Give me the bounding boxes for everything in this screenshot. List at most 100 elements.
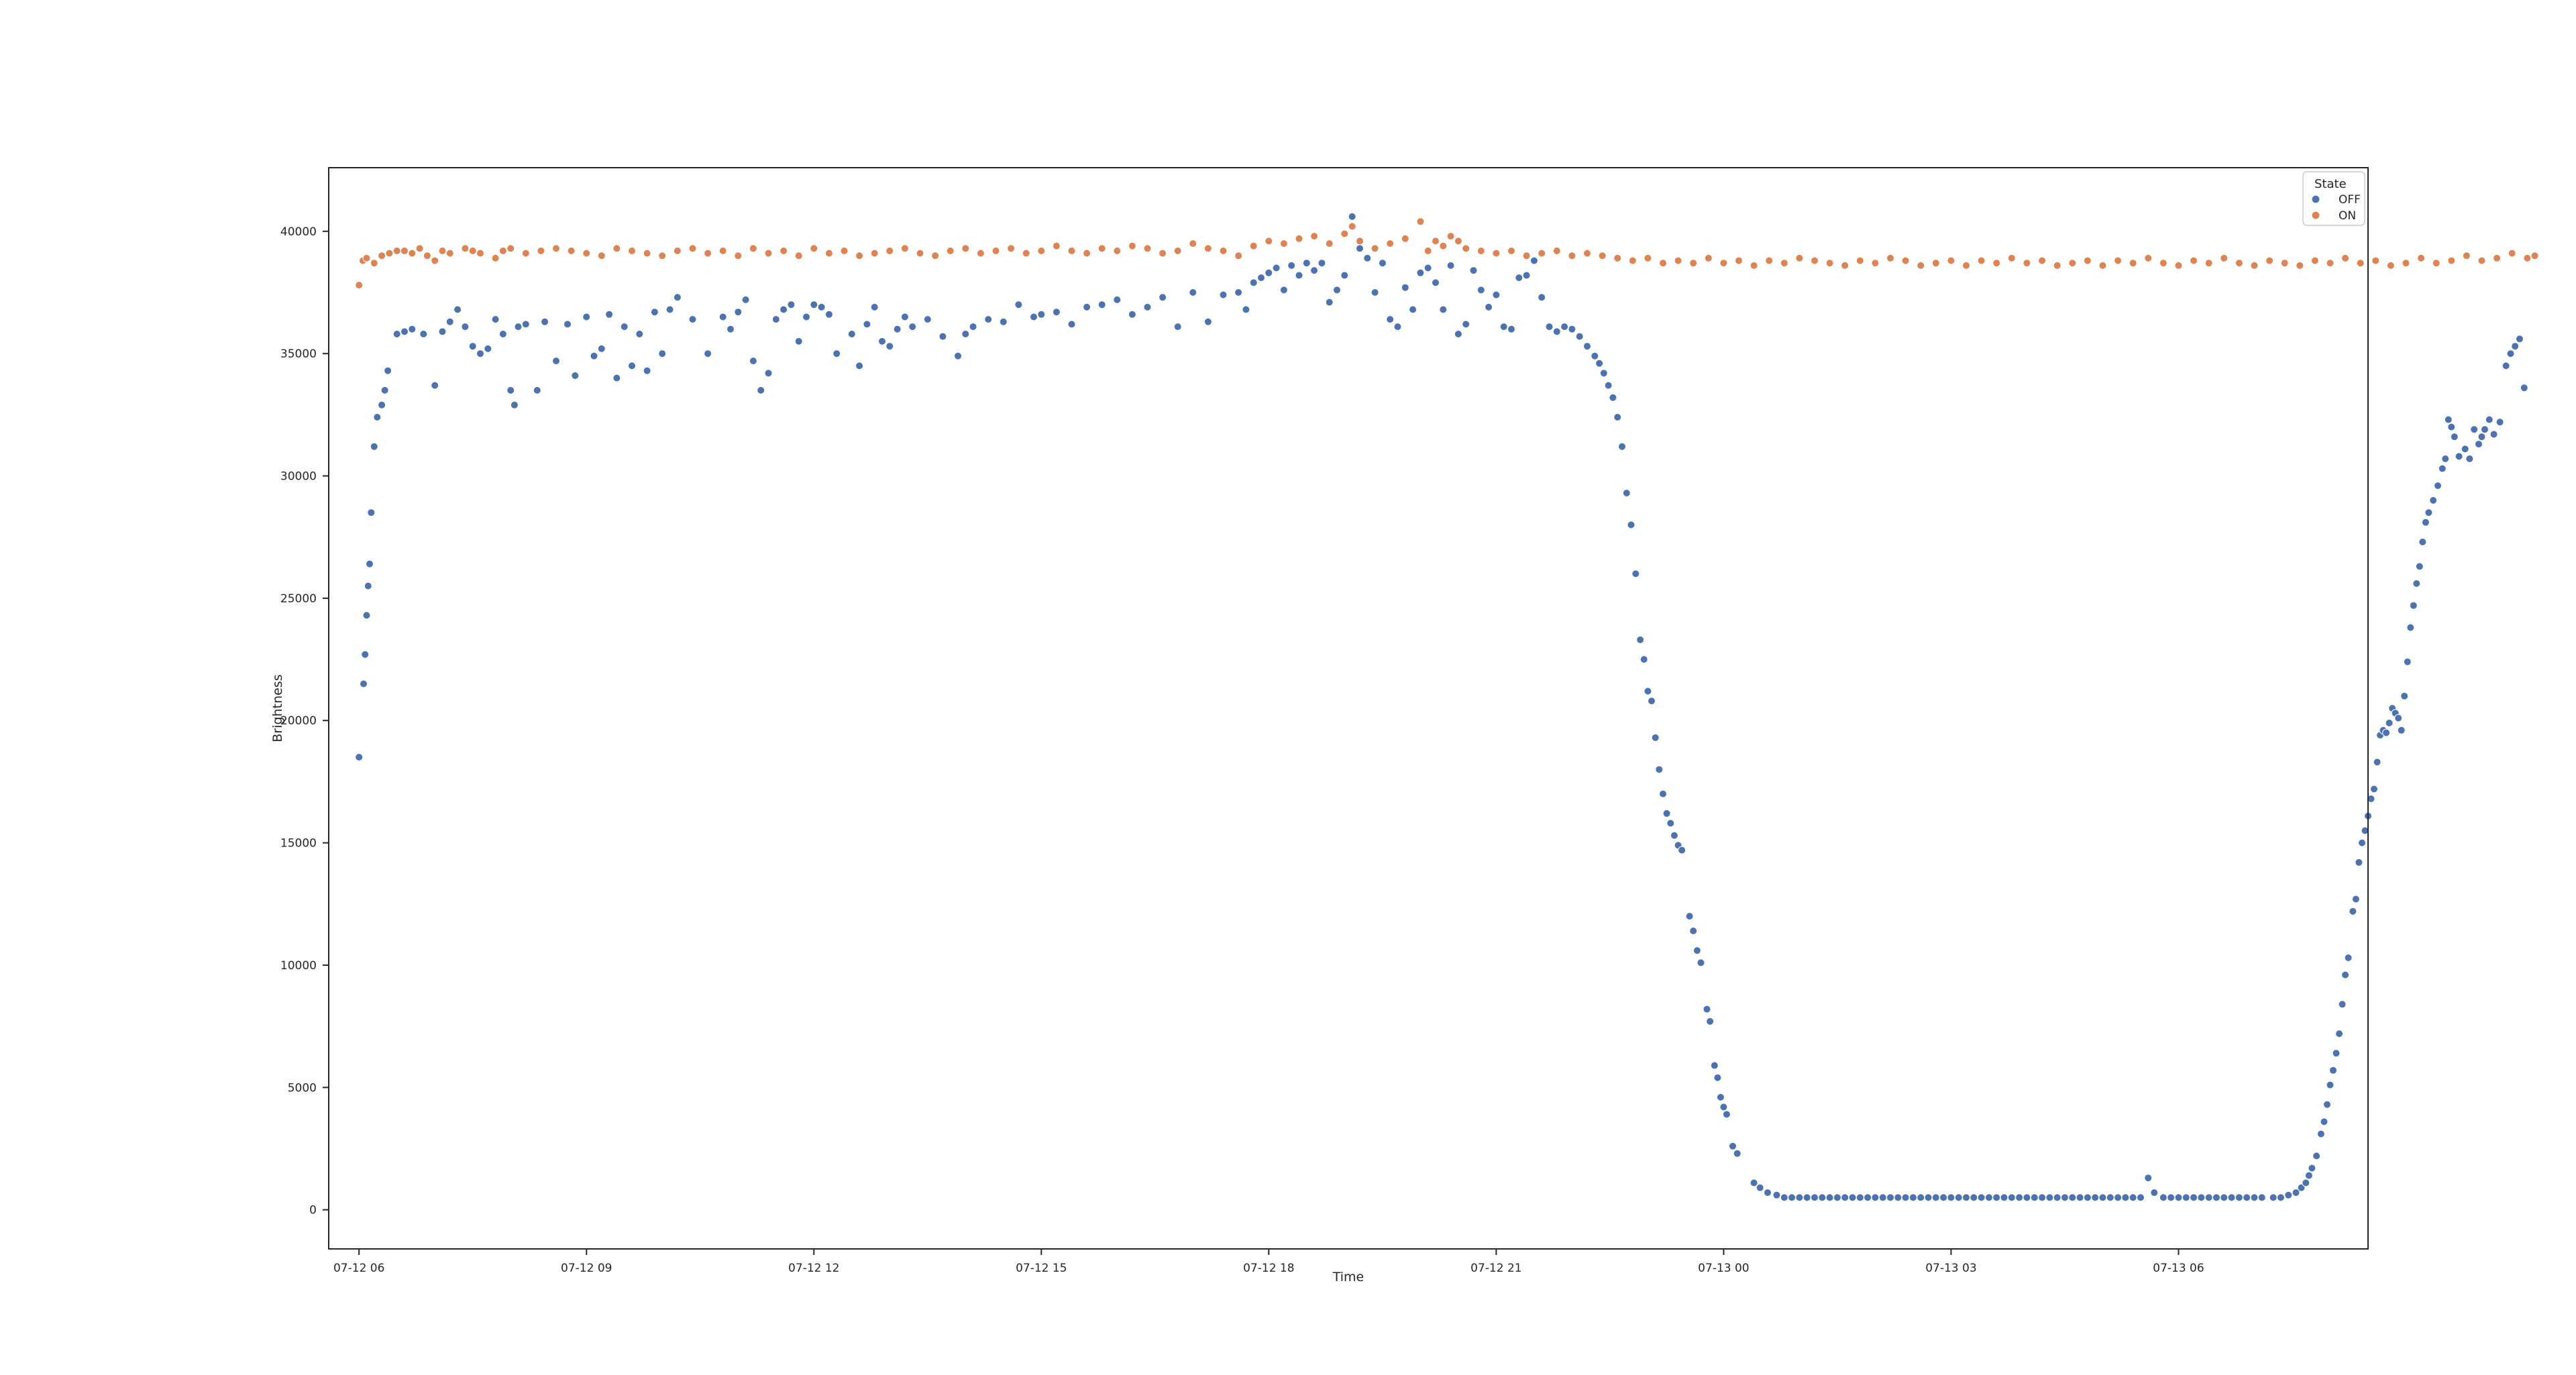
point-off-180 xyxy=(1756,1183,1764,1192)
point-on-138 xyxy=(2250,261,2259,270)
point-on-70 xyxy=(1279,239,1288,248)
point-off-86 xyxy=(1067,320,1076,329)
point-on-106 xyxy=(1765,256,1774,265)
point-off-302 xyxy=(2470,425,2479,434)
point-off-98 xyxy=(1242,305,1250,314)
point-off-175 xyxy=(1719,1103,1728,1111)
point-off-18 xyxy=(445,317,454,326)
point-off-312 xyxy=(2516,335,2524,343)
point-on-142 xyxy=(2310,256,2319,265)
point-on-28 xyxy=(643,249,651,258)
point-on-96 xyxy=(1613,254,1622,262)
point-off-304 xyxy=(2477,433,2486,441)
point-on-105 xyxy=(1750,261,1758,270)
point-off-297 xyxy=(2447,423,2456,431)
point-off-246 xyxy=(2257,1193,2266,1202)
point-on-140 xyxy=(2280,259,2289,268)
point-off-306 xyxy=(2485,415,2493,424)
point-off-54 xyxy=(749,357,757,366)
point-off-171 xyxy=(1706,1017,1715,1026)
point-off-298 xyxy=(2450,433,2459,441)
point-off-6 xyxy=(367,508,376,517)
point-on-46 xyxy=(916,249,924,258)
point-off-118 xyxy=(1393,323,1402,331)
point-off-97 xyxy=(1234,288,1243,296)
point-off-202 xyxy=(1924,1193,1933,1202)
point-off-38 xyxy=(605,310,614,319)
point-off-244 xyxy=(2243,1193,2251,1202)
point-on-37 xyxy=(780,247,788,255)
point-off-123 xyxy=(1432,278,1440,287)
point-on-112 xyxy=(1856,256,1864,265)
point-off-5 xyxy=(366,559,374,568)
point-off-108 xyxy=(1318,259,1326,268)
point-off-203 xyxy=(1931,1193,1940,1202)
y-tick-label-8: 40000 xyxy=(280,225,317,239)
point-on-52 xyxy=(1007,244,1016,253)
point-off-241 xyxy=(2220,1193,2229,1202)
point-off-218 xyxy=(2045,1193,2054,1202)
point-off-195 xyxy=(1871,1193,1880,1202)
point-on-44 xyxy=(885,247,894,255)
point-off-145 xyxy=(1595,359,1604,368)
y-axis-ticks: 0 5000 10000 15000 20000 25000 30000 35000 40000 xyxy=(280,225,329,1217)
point-off-147 xyxy=(1604,381,1613,390)
x-tick-label-8: 07-13 06 xyxy=(2153,1262,2204,1275)
point-off-264 xyxy=(2341,971,2350,979)
point-off-232 xyxy=(2150,1189,2159,1197)
point-off-48 xyxy=(688,315,697,324)
y-tick-label-5: 25000 xyxy=(280,592,317,606)
point-off-73 xyxy=(900,313,909,321)
point-off-197 xyxy=(1886,1193,1894,1202)
point-off-134 xyxy=(1515,274,1523,282)
point-on-150 xyxy=(2432,259,2440,268)
point-on-95 xyxy=(1598,252,1607,260)
point-on-129 xyxy=(2114,256,2123,265)
point-off-178 xyxy=(1733,1149,1741,1158)
point-off-7 xyxy=(370,442,378,451)
point-off-236 xyxy=(2182,1193,2190,1202)
point-on-60 xyxy=(1128,241,1136,250)
point-off-65 xyxy=(833,349,841,358)
point-off-36 xyxy=(590,351,598,360)
point-off-112 xyxy=(1348,212,1356,221)
point-on-69 xyxy=(1265,237,1273,245)
point-on-35 xyxy=(749,244,757,253)
point-off-74 xyxy=(908,323,917,331)
point-off-224 xyxy=(2091,1193,2100,1202)
point-on-83 xyxy=(1439,241,1448,250)
point-off-185 xyxy=(1795,1193,1804,1202)
point-off-41 xyxy=(628,362,636,370)
point-off-40 xyxy=(620,323,629,331)
x-tick-label-6: 07-13 00 xyxy=(1698,1262,1749,1275)
point-off-103 xyxy=(1279,286,1288,294)
point-on-85 xyxy=(1454,237,1462,245)
point-off-296 xyxy=(2444,415,2453,424)
point-on-8 xyxy=(408,249,417,258)
legend-title: State xyxy=(2314,177,2347,191)
point-on-134 xyxy=(2190,256,2198,265)
point-off-207 xyxy=(1962,1193,1970,1202)
point-off-219 xyxy=(2053,1193,2061,1202)
point-on-36 xyxy=(764,249,773,258)
point-off-259 xyxy=(2326,1081,2334,1089)
point-off-199 xyxy=(1901,1193,1910,1202)
point-off-11 xyxy=(384,366,392,375)
point-on-154 xyxy=(2493,254,2502,262)
point-off-194 xyxy=(1864,1193,1872,1202)
point-on-93 xyxy=(1568,252,1576,260)
x-axis-ticks: 07-12 06 07-12 09 07-12 12 07-12 15 07-12 18… xyxy=(333,1249,2204,1275)
point-off-107 xyxy=(1310,266,1319,275)
point-on-127 xyxy=(2083,256,2092,265)
point-on-131 xyxy=(2144,254,2153,262)
point-on-54 xyxy=(1037,247,1046,255)
point-off-144 xyxy=(1591,351,1599,360)
point-on-111 xyxy=(1841,261,1849,270)
point-on-92 xyxy=(1552,247,1561,255)
point-off-204 xyxy=(1939,1193,1948,1202)
point-off-278 xyxy=(2385,718,2394,727)
point-on-132 xyxy=(2159,259,2167,268)
point-off-136 xyxy=(1529,256,1538,265)
point-off-258 xyxy=(2323,1100,2331,1109)
point-off-183 xyxy=(1780,1193,1788,1202)
